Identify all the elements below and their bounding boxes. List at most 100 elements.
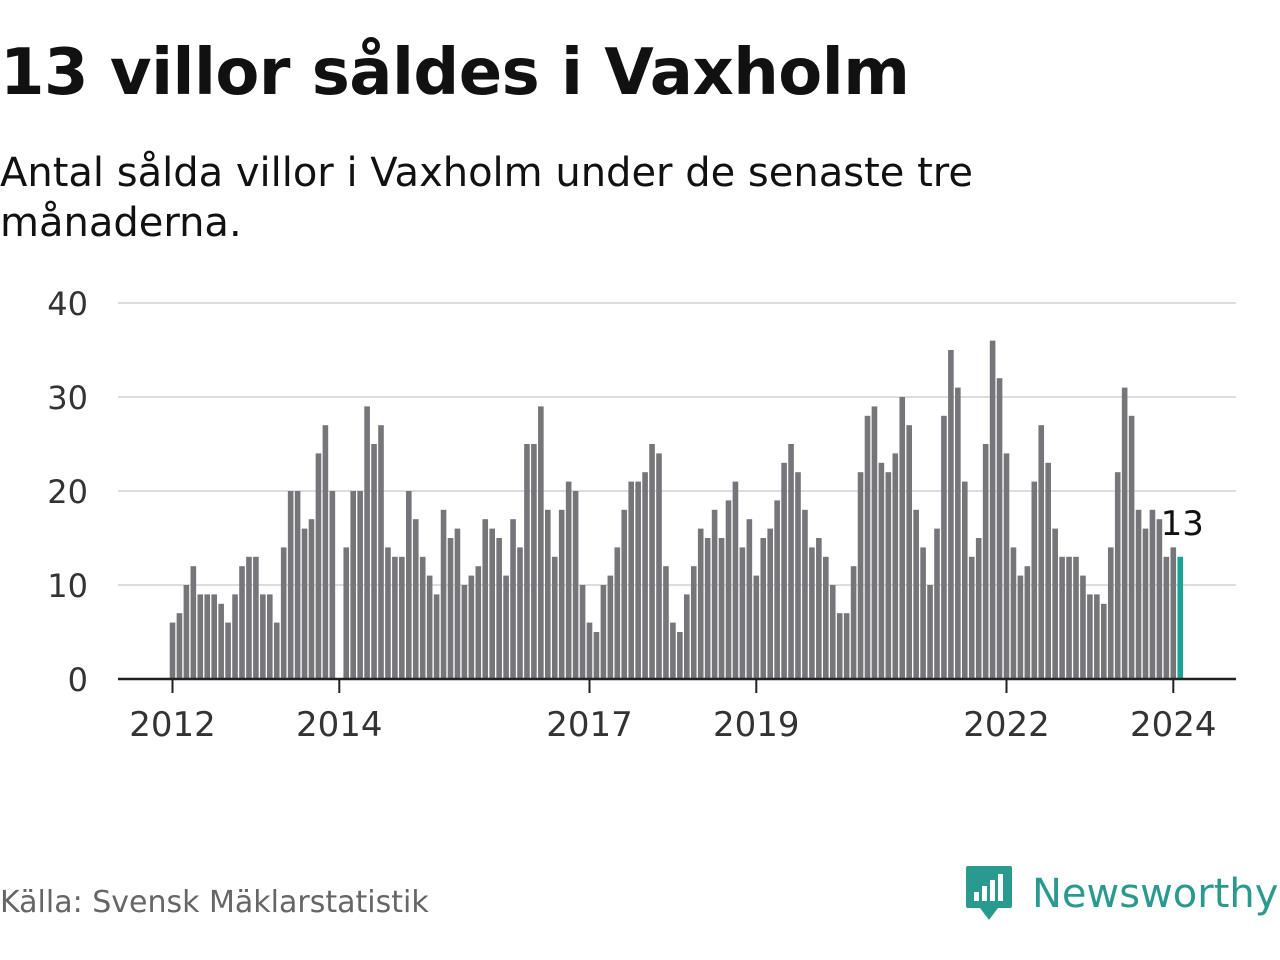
y-tick-label: 10 [47,567,88,605]
bar [704,538,711,679]
bar [1066,556,1072,679]
bar [927,585,933,679]
bar [670,622,676,679]
bar [482,519,489,679]
bar [454,528,461,679]
bar [447,538,454,679]
bar [392,556,398,679]
x-tick-label: 2019 [713,705,800,740]
bar [565,481,572,679]
bar [593,632,600,679]
bar [649,444,655,679]
bar [211,594,217,679]
bar [968,556,975,679]
bar [635,481,641,679]
bar [656,453,662,679]
bar [1038,425,1045,679]
bar [350,491,356,679]
bar [343,547,350,679]
bar [322,425,329,679]
bar [913,509,919,679]
bar [718,538,725,679]
bar [816,538,822,679]
bar [781,462,787,679]
bar [308,519,315,679]
bar [899,397,906,679]
bar [982,444,989,679]
bar [267,594,273,679]
bar [1128,415,1135,679]
highlight-value-label: 13 [1161,504,1204,544]
bar [941,415,947,679]
bar [176,613,183,679]
bar [329,491,336,679]
bar [1045,462,1051,679]
x-tick-label: 2024 [1130,705,1217,740]
y-tick-label: 0 [68,661,88,699]
bar [857,472,864,679]
bar [531,444,537,679]
bar [253,556,259,679]
bar [975,538,982,679]
brand-logo[interactable]: Newsworthy [964,864,1278,924]
bar [426,575,433,679]
x-tick-label: 2014 [296,705,383,740]
bar [725,500,732,679]
bar [663,566,669,679]
bar [378,425,384,679]
bar [239,566,245,679]
bar [614,547,621,679]
bar [517,547,523,679]
bar [1094,594,1100,679]
bar [496,538,502,679]
x-axis: 2012 2014 2017 2019 2022 2024 [118,677,1236,740]
bar [225,622,231,679]
bar [1003,453,1010,679]
bar [642,472,648,679]
x-tick-label: 2012 [129,705,216,740]
bar [628,481,634,679]
bar [433,594,440,679]
bar [364,406,370,679]
bar [572,491,579,679]
bar [273,622,280,679]
bar [1059,556,1065,679]
bar [767,528,773,679]
bar [558,509,565,679]
bar [385,547,391,679]
bar [809,547,815,679]
bar [760,538,767,679]
bar [864,415,871,679]
bar-chart: 0 10 20 30 40 2012 2014 2017 2019 2022 2024 13 [47,285,1236,740]
bar [732,481,739,679]
bar [412,519,419,679]
bar [545,509,551,679]
bar [260,594,266,679]
bar [871,406,878,679]
bar [475,566,482,679]
bar [1010,547,1017,679]
bar [1156,519,1163,679]
bar [739,547,746,679]
bar [287,491,294,679]
bar [399,556,405,679]
newsworthy-logo-icon [966,866,1012,920]
bar [1170,547,1177,679]
bar [169,622,176,679]
bar [1101,603,1107,679]
bar [1142,528,1149,679]
bar [996,378,1003,679]
bar [677,632,683,679]
bar [538,406,544,679]
annotations: 13 [1161,504,1204,544]
bar [906,425,912,679]
bar [440,509,447,679]
bar [406,491,412,679]
bar [246,556,252,679]
bar [788,444,794,679]
bar [315,453,322,679]
bar [843,613,850,679]
bar [579,585,586,679]
bar [885,472,892,679]
bar [461,585,468,679]
